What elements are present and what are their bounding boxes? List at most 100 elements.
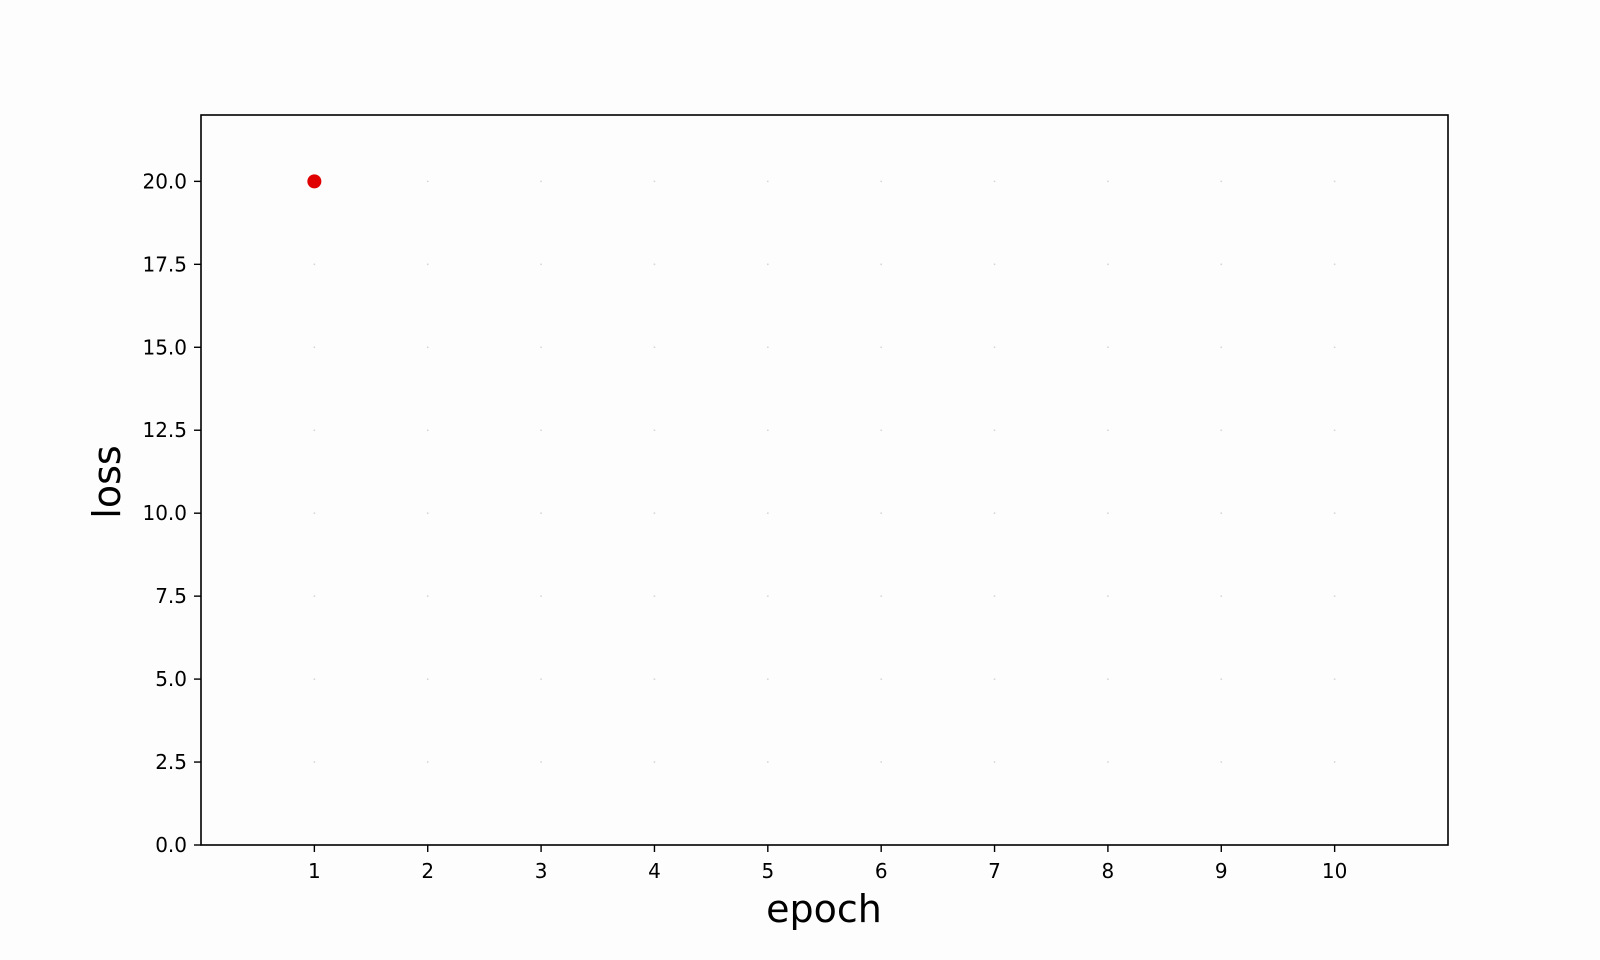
grid-dot bbox=[426, 263, 429, 266]
grid-dot bbox=[540, 263, 542, 266]
data-points bbox=[307, 174, 322, 189]
grid-dot bbox=[880, 180, 883, 183]
grid-dot bbox=[880, 761, 883, 763]
grid-dot bbox=[540, 678, 542, 680]
grid-dot bbox=[880, 678, 883, 680]
x-tick-label: 4 bbox=[648, 859, 661, 883]
y-axis-label: loss bbox=[85, 445, 129, 518]
x-tick-label: 7 bbox=[988, 859, 1001, 883]
y-tick-label: 10.0 bbox=[142, 501, 187, 525]
x-tick-label: 2 bbox=[421, 859, 434, 883]
grid-dot bbox=[880, 512, 883, 515]
grid-dot bbox=[1220, 429, 1223, 432]
grid-dot bbox=[880, 429, 883, 432]
grid-dot bbox=[1220, 346, 1223, 349]
grid-dot bbox=[653, 180, 656, 183]
x-tick-label: 1 bbox=[308, 859, 321, 883]
plot-area-background bbox=[201, 115, 1448, 845]
grid-dot bbox=[313, 512, 316, 515]
grid-dot bbox=[653, 761, 656, 763]
grid-dot bbox=[1333, 180, 1336, 183]
grid-dot bbox=[1220, 180, 1223, 183]
grid-dot bbox=[653, 595, 656, 598]
grid-dot bbox=[766, 678, 769, 680]
grid-dot bbox=[993, 761, 996, 763]
y-tick-label: 7.5 bbox=[155, 584, 187, 608]
grid-dot bbox=[426, 761, 429, 763]
x-tick-label: 3 bbox=[535, 859, 548, 883]
y-tick-label: 0.0 bbox=[155, 833, 187, 857]
grid-dot bbox=[880, 595, 883, 598]
grid-dot bbox=[993, 263, 996, 266]
grid-dot bbox=[1107, 346, 1109, 349]
grid-dot bbox=[766, 595, 769, 598]
grid-dot bbox=[766, 180, 769, 183]
grid-dot bbox=[766, 429, 769, 432]
grid-dot bbox=[1220, 512, 1223, 515]
y-tick-label: 5.0 bbox=[155, 667, 187, 691]
grid-dot bbox=[993, 595, 996, 598]
grid-dot bbox=[766, 512, 769, 515]
y-tick-label: 17.5 bbox=[142, 252, 187, 276]
grid-dot bbox=[540, 180, 542, 183]
x-axis-label: epoch bbox=[766, 887, 882, 931]
data-point bbox=[307, 174, 322, 189]
grid-dot bbox=[1333, 512, 1336, 515]
grid-dot bbox=[880, 263, 883, 266]
grid-dot bbox=[426, 346, 429, 349]
plot-frame bbox=[200, 114, 1449, 846]
grid-dot bbox=[766, 263, 769, 266]
grid-dot bbox=[540, 595, 542, 598]
grid-dot bbox=[313, 761, 316, 763]
y-tick-label: 15.0 bbox=[142, 335, 187, 359]
y-tick-label: 12.5 bbox=[142, 418, 187, 442]
grid-dot bbox=[540, 429, 542, 432]
x-tick-label: 8 bbox=[1102, 859, 1115, 883]
grid-dot bbox=[1333, 429, 1336, 432]
y-tick-label: 2.5 bbox=[155, 750, 187, 774]
grid-dot bbox=[1333, 346, 1336, 349]
grid-dot bbox=[653, 263, 656, 266]
grid-dot bbox=[993, 429, 996, 432]
grid-dot bbox=[1107, 263, 1109, 266]
grid-dot bbox=[1220, 263, 1223, 266]
grid-dot bbox=[993, 678, 996, 680]
grid-dot bbox=[1107, 512, 1109, 515]
grid-dot bbox=[426, 678, 429, 680]
grid-dot bbox=[1333, 678, 1336, 680]
grid-dot bbox=[653, 429, 656, 432]
grid-dot bbox=[313, 346, 316, 349]
grid-dot bbox=[540, 761, 542, 763]
grid-dot bbox=[1220, 761, 1223, 763]
grid-dot bbox=[1333, 761, 1336, 763]
grid-dot bbox=[880, 346, 883, 349]
x-axis-ticks: 1 2 3 4 5 6 7 8 9 10 bbox=[308, 845, 1347, 883]
grid-dot bbox=[766, 346, 769, 349]
grid-dot bbox=[540, 512, 542, 515]
grid-dot bbox=[1333, 595, 1336, 598]
grid-dot bbox=[426, 180, 429, 183]
grid-dot bbox=[540, 346, 542, 349]
grid-dot bbox=[1333, 263, 1336, 266]
grid-dot bbox=[313, 429, 316, 432]
grid-dot bbox=[1107, 429, 1109, 432]
grid-dot bbox=[1220, 595, 1223, 598]
grid-dot bbox=[1107, 761, 1109, 763]
y-tick-label: 20.0 bbox=[142, 169, 187, 193]
x-tick-label: 5 bbox=[761, 859, 774, 883]
x-tick-label: 10 bbox=[1322, 859, 1347, 883]
grid-dot bbox=[1107, 595, 1109, 598]
grid-dot bbox=[426, 595, 429, 598]
grid-dot bbox=[313, 678, 316, 680]
x-tick-label: 9 bbox=[1215, 859, 1228, 883]
grid-dot bbox=[1220, 678, 1223, 680]
grid-dot bbox=[313, 595, 316, 598]
grid-dot bbox=[993, 512, 996, 515]
grid-dot bbox=[1107, 678, 1109, 680]
grid-dot bbox=[766, 761, 769, 763]
grid-dot bbox=[993, 346, 996, 349]
y-axis-ticks: 0.0 2.5 5.0 7.5 10.0 12.5 15.0 17.5 20.0 bbox=[142, 169, 201, 857]
grid-dot bbox=[426, 429, 429, 432]
grid-dot bbox=[653, 346, 656, 349]
grid-dot bbox=[426, 512, 429, 515]
